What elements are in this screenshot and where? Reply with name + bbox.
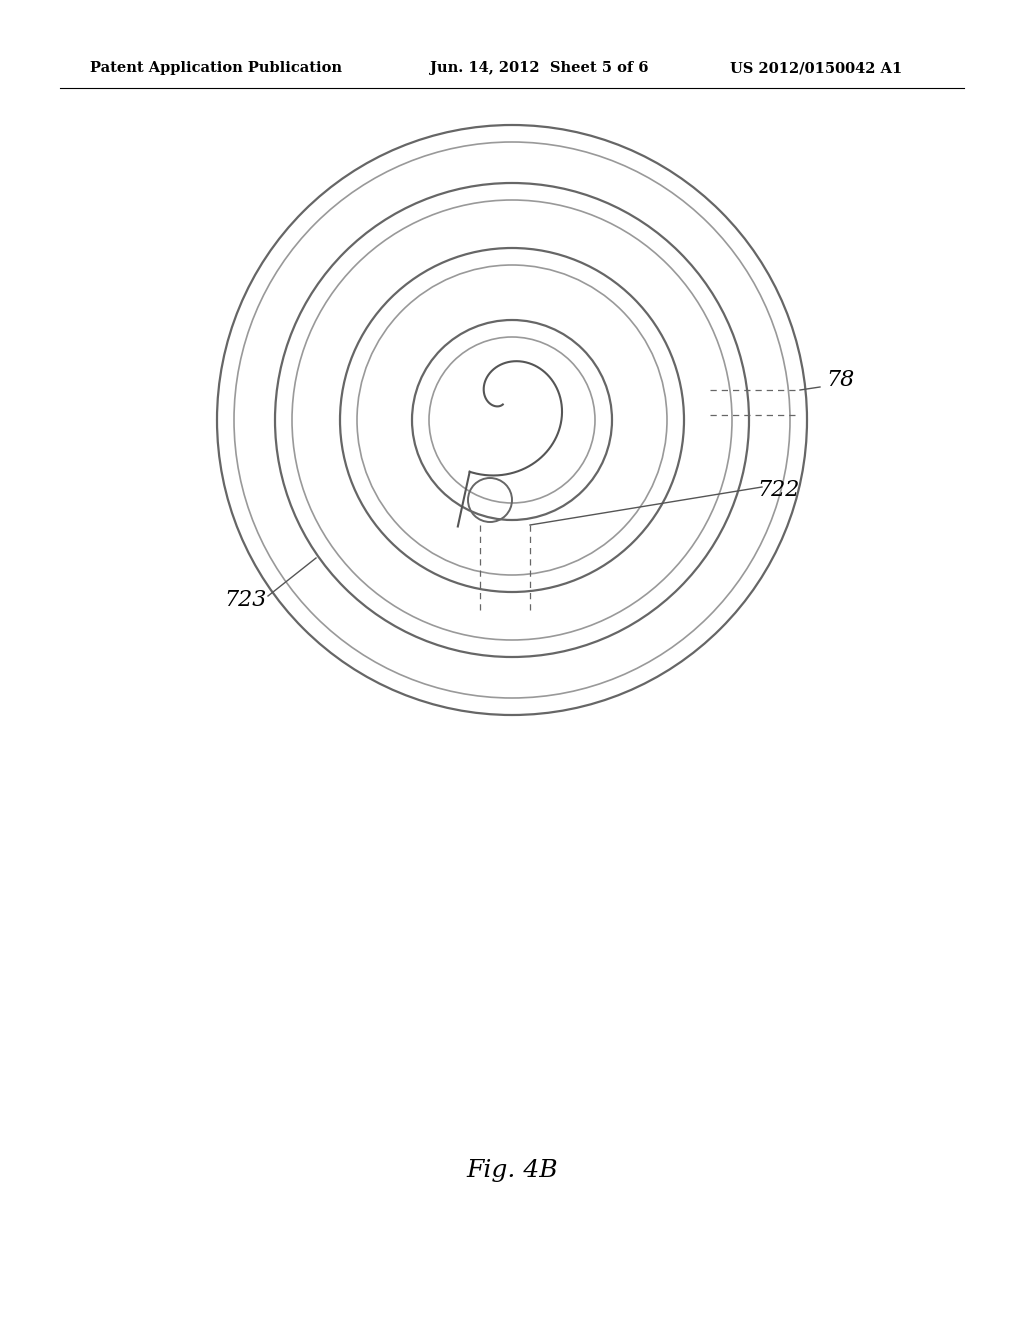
Text: 722: 722	[757, 479, 799, 502]
Text: 723: 723	[224, 589, 266, 611]
Text: Fig. 4B: Fig. 4B	[466, 1159, 558, 1181]
Text: Jun. 14, 2012  Sheet 5 of 6: Jun. 14, 2012 Sheet 5 of 6	[430, 61, 648, 75]
Text: Patent Application Publication: Patent Application Publication	[90, 61, 342, 75]
Text: 78: 78	[826, 370, 854, 391]
Text: US 2012/0150042 A1: US 2012/0150042 A1	[730, 61, 902, 75]
